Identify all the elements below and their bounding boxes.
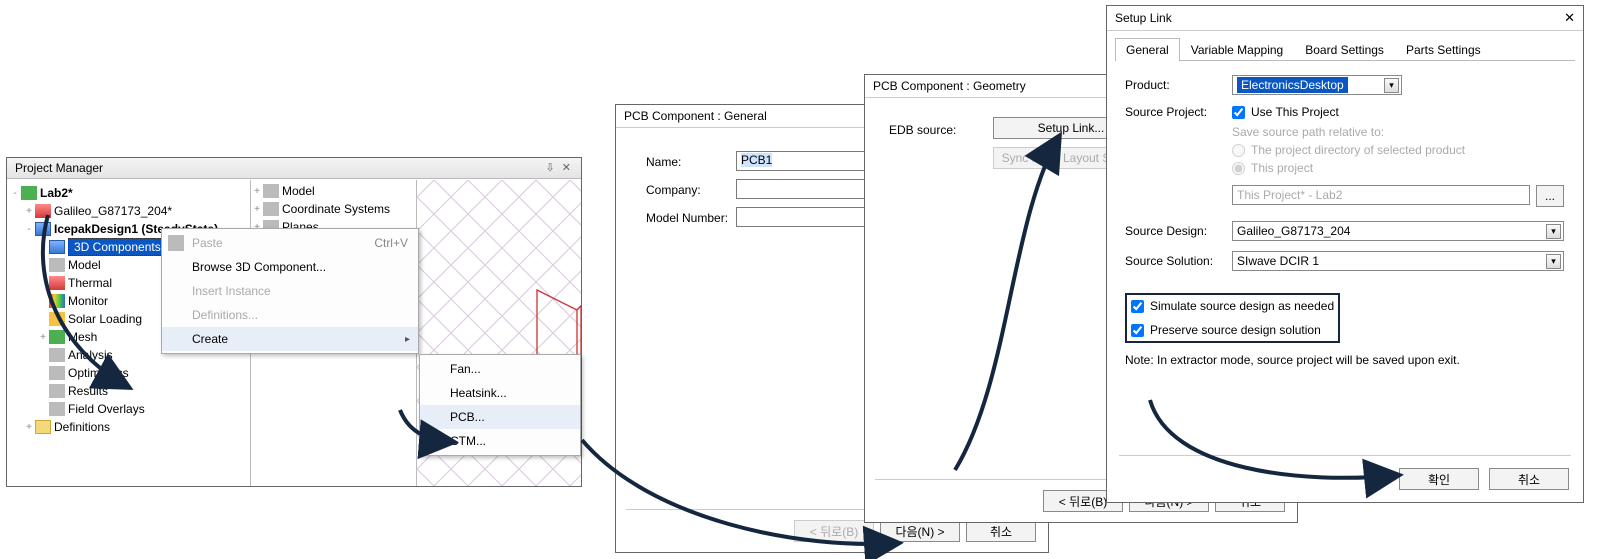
menu-item[interactable]: PCB... bbox=[420, 405, 580, 429]
browse-button[interactable]: ... bbox=[1536, 185, 1564, 207]
pcb-general-title: PCB Component : General bbox=[624, 109, 767, 123]
menu-item: Definitions... bbox=[162, 303, 418, 327]
project-manager-window: Project Manager ⇩ ✕ -Lab2*+Galileo_G8717… bbox=[6, 157, 582, 487]
simulate-highlight-box: Simulate source design as needed Preserv… bbox=[1125, 293, 1340, 343]
menu-item[interactable]: Fan... bbox=[420, 357, 580, 381]
tree-item[interactable]: Results bbox=[9, 382, 248, 400]
pcb-geometry-title: PCB Component : Geometry bbox=[873, 79, 1026, 93]
tab-board-settings[interactable]: Board Settings bbox=[1294, 38, 1395, 61]
name-label: Name: bbox=[646, 155, 681, 169]
menu-item: Insert Instance bbox=[162, 279, 418, 303]
source-solution-combo[interactable]: SIwave DCIR 1▾ bbox=[1232, 251, 1564, 271]
ok-button[interactable]: 확인 bbox=[1399, 468, 1479, 490]
model-tree-item[interactable]: +Coordinate Systems bbox=[251, 200, 416, 218]
tree-item[interactable]: +Galileo_G87173_204* bbox=[9, 202, 248, 220]
source-project-label: Source Project: bbox=[1125, 105, 1220, 119]
setup-link-titlebar: Setup Link ✕ bbox=[1107, 6, 1583, 31]
menu-item[interactable]: Create▸ bbox=[162, 327, 418, 351]
project-manager-titlebar: Project Manager ⇩ ✕ bbox=[7, 158, 581, 179]
tree-item[interactable]: Field Overlays bbox=[9, 400, 248, 418]
cancel-button[interactable]: 취소 bbox=[966, 520, 1036, 542]
project-manager-controls[interactable]: ⇩ ✕ bbox=[546, 161, 574, 175]
setup-link-dialog: Setup Link ✕ GeneralVariable MappingBoar… bbox=[1106, 5, 1584, 503]
tab-parts-settings[interactable]: Parts Settings bbox=[1395, 38, 1492, 61]
chevron-down-icon[interactable]: ▾ bbox=[1546, 254, 1561, 269]
tree-item[interactable]: +Definitions bbox=[9, 418, 248, 436]
context-menu[interactable]: PasteCtrl+VBrowse 3D Component...Insert … bbox=[161, 228, 419, 354]
product-combo[interactable]: ElectronicsDesktop▾ bbox=[1232, 75, 1402, 95]
tree-item[interactable]: Optimetrics bbox=[9, 364, 248, 382]
product-label: Product: bbox=[1125, 78, 1220, 92]
tab-general[interactable]: General bbox=[1115, 38, 1180, 61]
next-button[interactable]: 다음(N) > bbox=[880, 520, 960, 542]
source-solution-label: Source Solution: bbox=[1125, 254, 1220, 268]
model-tree-item[interactable]: +Model bbox=[251, 182, 416, 200]
project-manager-title: Project Manager bbox=[15, 161, 103, 175]
source-design-combo[interactable]: Galileo_G87173_204▾ bbox=[1232, 221, 1564, 241]
cancel-button[interactable]: 취소 bbox=[1489, 468, 1569, 490]
tree-item[interactable]: -Lab2* bbox=[9, 184, 248, 202]
source-design-label: Source Design: bbox=[1125, 224, 1220, 238]
radio-product-dir: The project directory of selected produc… bbox=[1232, 143, 1565, 157]
menu-item: PasteCtrl+V bbox=[162, 231, 418, 255]
company-label: Company: bbox=[646, 183, 701, 197]
chevron-down-icon[interactable]: ▾ bbox=[1384, 78, 1399, 93]
create-submenu[interactable]: Fan...Heatsink...PCB...CTM... bbox=[419, 354, 581, 456]
simulate-source-checkbox[interactable]: Simulate source design as needed bbox=[1131, 299, 1334, 313]
back-button: < 뒤로(B) bbox=[794, 520, 874, 542]
preserve-solution-checkbox[interactable]: Preserve source design solution bbox=[1131, 323, 1334, 337]
chevron-down-icon[interactable]: ▾ bbox=[1546, 224, 1561, 239]
modelnum-label: Model Number: bbox=[646, 211, 728, 225]
close-icon[interactable]: ✕ bbox=[1564, 10, 1575, 26]
menu-item[interactable]: CTM... bbox=[420, 429, 580, 453]
save-relative-label: Save source path relative to: bbox=[1232, 125, 1565, 139]
menu-item[interactable]: Heatsink... bbox=[420, 381, 580, 405]
edb-source-label: EDB source: bbox=[889, 123, 956, 137]
radio-this-project: This project bbox=[1232, 161, 1565, 175]
use-this-project-checkbox[interactable]: Use This Project bbox=[1232, 105, 1339, 119]
setup-link-title: Setup Link bbox=[1115, 11, 1172, 25]
menu-item[interactable]: Browse 3D Component... bbox=[162, 255, 418, 279]
tab-variable-mapping[interactable]: Variable Mapping bbox=[1180, 38, 1295, 61]
project-path-field: This Project* - Lab2 bbox=[1232, 185, 1530, 205]
setup-link-tabs[interactable]: GeneralVariable MappingBoard SettingsPar… bbox=[1115, 37, 1575, 61]
extractor-note: Note: In extractor mode, source project … bbox=[1125, 353, 1565, 367]
